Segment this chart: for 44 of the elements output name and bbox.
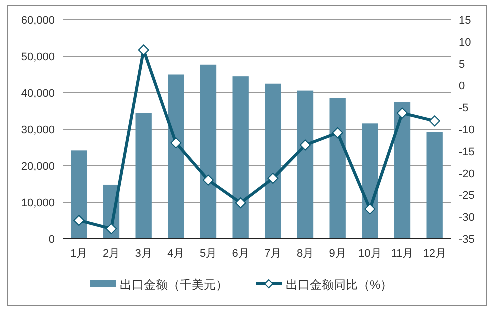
y2-tick-label: -10 — [459, 124, 475, 136]
y-tick-label: 20,000 — [21, 161, 55, 173]
point — [397, 108, 408, 119]
x-tick-label: 7月 — [264, 248, 282, 260]
point — [300, 140, 311, 151]
y2-tick-label: -30 — [459, 212, 475, 224]
y2-tick-label: -15 — [459, 146, 475, 158]
x-tick-label: 10月 — [358, 248, 382, 260]
y-tick-label: 10,000 — [21, 198, 55, 210]
x-tick-label: 2月 — [102, 248, 120, 260]
point — [332, 128, 344, 139]
point — [203, 174, 214, 186]
point — [235, 198, 246, 209]
x-tick-label: 11月 — [391, 248, 414, 260]
x-tick-label: 5月 — [200, 248, 218, 260]
point — [268, 173, 279, 184]
x-tick-label: 12月 — [423, 248, 446, 260]
y2-tick-label: 5 — [459, 58, 466, 71]
x-tick-label: 1月 — [70, 248, 88, 260]
point — [170, 138, 182, 149]
y2-tick-label: 0 — [459, 80, 466, 93]
point — [364, 204, 376, 215]
y2-tick-label: -5 — [459, 102, 469, 115]
y-tick-label: 30,000 — [21, 124, 55, 136]
legend-label: 出口金额同比（%） — [286, 278, 393, 292]
point — [74, 215, 85, 226]
y-tick-label: 40,000 — [21, 88, 55, 100]
x-tick-label: 6月 — [232, 248, 250, 260]
legend-label: 出口金额（千美元） — [120, 278, 228, 292]
x-tick-label: 3月 — [135, 248, 152, 260]
y2-tick-label: -25 — [459, 190, 475, 202]
y-tick-label: 60,000 — [21, 15, 55, 27]
x-tick-label: 8月 — [296, 248, 314, 260]
y2-tick-label: -35 — [459, 234, 475, 246]
point — [106, 223, 117, 234]
y2-tick-label: -20 — [459, 168, 475, 180]
y-tick-label: 0 — [48, 234, 55, 246]
y2-tick-label: 10 — [459, 36, 472, 49]
point — [138, 44, 150, 56]
point — [429, 116, 440, 127]
y-tick-label: 50,000 — [21, 52, 55, 64]
x-tick-label: 4月 — [168, 248, 185, 260]
y2-tick-label: 15 — [459, 15, 472, 27]
x-tick-label: 9月 — [329, 248, 346, 260]
